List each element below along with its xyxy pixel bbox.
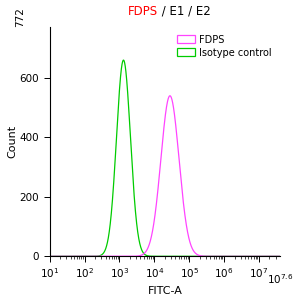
- Legend: FDPS, Isotype control: FDPS, Isotype control: [174, 32, 275, 60]
- Text: 772: 772: [15, 7, 25, 27]
- Text: / E1 / E2: / E1 / E2: [158, 5, 211, 18]
- Y-axis label: Count: Count: [7, 125, 17, 158]
- Text: FDPS: FDPS: [128, 5, 158, 18]
- X-axis label: FITC-A: FITC-A: [147, 286, 182, 296]
- Text: $10^{7.6}$: $10^{7.6}$: [267, 273, 293, 286]
